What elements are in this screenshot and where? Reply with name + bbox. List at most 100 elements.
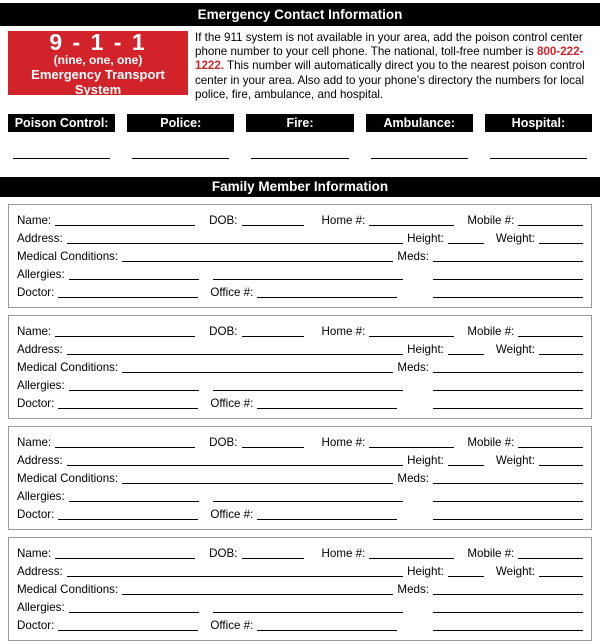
meds-line[interactable] — [433, 592, 583, 596]
mobile-number-line[interactable] — [518, 445, 583, 449]
member-row-identity: Name: DOB: Home #: Mobile #: — [17, 210, 583, 228]
member-row-doctor: Doctor: Office #: — [17, 615, 583, 633]
meds-line-2[interactable] — [433, 499, 583, 503]
weight-line[interactable] — [539, 241, 583, 245]
home-number-line[interactable] — [369, 334, 455, 338]
emergency-911-box: 9 - 1 - 1 (nine, one, one) Emergency Tra… — [8, 30, 188, 97]
office-number-line[interactable] — [257, 628, 398, 632]
doctor-line[interactable] — [58, 295, 199, 299]
medical-conditions-line[interactable] — [122, 259, 394, 263]
doctor-label: Doctor: — [17, 619, 55, 633]
medical-conditions-line[interactable] — [122, 592, 394, 596]
height-line[interactable] — [447, 463, 484, 467]
office-number-line[interactable] — [257, 517, 398, 521]
height-line[interactable] — [447, 241, 484, 245]
member-box: Name: DOB: Home #: Mobile #: Address: He… — [8, 315, 592, 420]
member-row-doctor: Doctor: Office #: — [17, 504, 583, 522]
height-label: Height: — [407, 232, 444, 246]
mobile-number-line[interactable] — [518, 334, 583, 338]
medical-conditions-line[interactable] — [122, 481, 394, 485]
police-fill-cell — [127, 157, 234, 160]
name-line[interactable] — [55, 556, 196, 560]
poison-control-fill-line[interactable] — [13, 157, 111, 160]
member-box: Name: DOB: Home #: Mobile #: Address: He… — [8, 204, 592, 309]
dob-line[interactable] — [241, 556, 304, 560]
allergies-line[interactable] — [68, 277, 199, 281]
name-line[interactable] — [55, 445, 196, 449]
address-line[interactable] — [66, 352, 404, 356]
hospital-fill-line[interactable] — [489, 157, 588, 160]
allergies-line-2[interactable] — [212, 610, 403, 614]
member-box: Name: DOB: Home #: Mobile #: Address: He… — [8, 537, 592, 641]
member-row-medical: Medical Conditions: Meds: — [17, 579, 583, 597]
meds-line[interactable] — [433, 259, 583, 263]
height-line[interactable] — [447, 352, 484, 356]
address-line[interactable] — [66, 241, 404, 245]
doctor-line[interactable] — [58, 517, 199, 521]
fire-fill-line[interactable] — [251, 157, 349, 160]
office-number-line[interactable] — [257, 295, 398, 299]
allergies-line[interactable] — [68, 499, 199, 503]
address-label: Address: — [17, 454, 63, 468]
dob-line[interactable] — [241, 334, 304, 338]
member-row-address: Address: Height: Weight: — [17, 450, 583, 468]
allergies-line-2[interactable] — [212, 277, 403, 281]
doctor-line[interactable] — [58, 406, 199, 410]
meds-line[interactable] — [433, 370, 583, 374]
fire-fill-cell — [246, 157, 353, 160]
weight-label: Weight: — [495, 454, 535, 468]
address-line[interactable] — [66, 463, 404, 467]
allergies-line-2[interactable] — [212, 499, 403, 503]
dob-line[interactable] — [241, 223, 304, 227]
name-line[interactable] — [55, 223, 196, 227]
medical-conditions-line[interactable] — [122, 370, 394, 374]
meds-line[interactable] — [433, 481, 583, 485]
contact-bar-poison-control: Poison Control: — [8, 114, 116, 133]
weight-line[interactable] — [539, 463, 583, 467]
office-number-label: Office #: — [210, 286, 254, 300]
instructions-paragraph: If the 911 system is not available in yo… — [195, 31, 592, 102]
meds-line-3[interactable] — [433, 517, 583, 521]
mobile-number-line[interactable] — [518, 556, 583, 560]
allergies-line-2[interactable] — [212, 388, 403, 392]
meds-line-2[interactable] — [433, 388, 583, 392]
home-number-line[interactable] — [369, 223, 455, 227]
weight-line[interactable] — [539, 352, 583, 356]
dob-label: DOB: — [209, 325, 238, 339]
home-number-line[interactable] — [369, 445, 455, 449]
meds-line-3[interactable] — [433, 295, 583, 299]
allergies-line[interactable] — [68, 610, 199, 614]
ambulance-fill-line[interactable] — [370, 157, 468, 160]
weight-line[interactable] — [539, 574, 583, 578]
allergies-line[interactable] — [68, 388, 199, 392]
home-number-line[interactable] — [369, 556, 455, 560]
medical-conditions-label: Medical Conditions: — [17, 361, 119, 375]
meds-label: Meds: — [397, 361, 429, 375]
meds-line-3[interactable] — [433, 406, 583, 410]
contact-bar-ambulance: Ambulance: — [365, 114, 473, 133]
member-row-address: Address: Height: Weight: — [17, 339, 583, 357]
member-row-allergies: Allergies: — [17, 597, 583, 615]
police-fill-line[interactable] — [132, 157, 230, 160]
mobile-number-line[interactable] — [518, 223, 583, 227]
allergies-label: Allergies: — [17, 379, 65, 393]
doctor-label: Doctor: — [17, 508, 55, 522]
name-line[interactable] — [55, 334, 196, 338]
address-label: Address: — [17, 565, 63, 579]
dob-label: DOB: — [209, 547, 238, 561]
home-number-label: Home #: — [321, 214, 366, 228]
doctor-label: Doctor: — [17, 286, 55, 300]
meds-line-3[interactable] — [433, 628, 583, 632]
ambulance-fill-cell — [366, 157, 473, 160]
member-row-identity: Name: DOB: Home #: Mobile #: — [17, 432, 583, 450]
doctor-line[interactable] — [58, 628, 199, 632]
member-row-allergies: Allergies: — [17, 486, 583, 504]
height-line[interactable] — [447, 574, 484, 578]
height-label: Height: — [407, 565, 444, 579]
member-row-medical: Medical Conditions: Meds: — [17, 468, 583, 486]
dob-line[interactable] — [241, 445, 304, 449]
meds-line-2[interactable] — [433, 277, 583, 281]
address-line[interactable] — [66, 574, 404, 578]
meds-line-2[interactable] — [433, 610, 583, 614]
office-number-line[interactable] — [257, 406, 398, 410]
